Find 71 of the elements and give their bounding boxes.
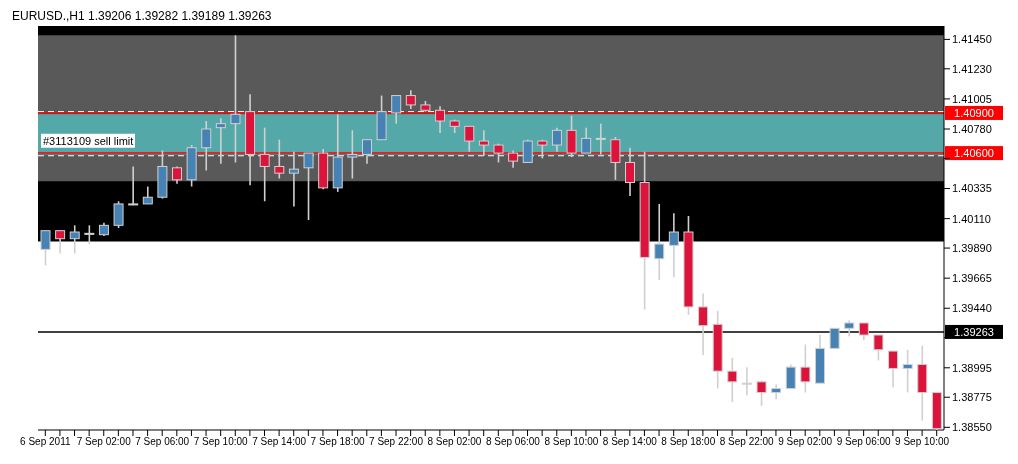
x-tick-label: 7 Sep 14:00 bbox=[252, 436, 307, 448]
candlestick bbox=[654, 203, 665, 281]
candlestick bbox=[347, 129, 358, 180]
candlestick bbox=[478, 129, 489, 157]
x-tick-label: 8 Sep 14:00 bbox=[602, 436, 658, 448]
candlestick bbox=[69, 224, 80, 255]
y-tick-label: 1.39890 bbox=[952, 241, 992, 254]
candlestick bbox=[829, 327, 840, 349]
candlestick bbox=[40, 229, 51, 267]
x-tick-label: 8 Sep 02:00 bbox=[427, 436, 482, 448]
candlestick bbox=[902, 348, 913, 394]
candlestick bbox=[610, 136, 621, 181]
x-tick-label: 7 Sep 06:00 bbox=[135, 436, 190, 448]
y-tick-label: 1.39440 bbox=[952, 302, 992, 315]
candlestick bbox=[55, 229, 66, 255]
y-tick-label: 1.39665 bbox=[952, 272, 992, 285]
candlestick bbox=[405, 89, 416, 110]
candlestick bbox=[435, 105, 446, 134]
candlestick bbox=[288, 150, 299, 208]
candlestick bbox=[785, 363, 796, 390]
chart-title: EURUSD.,H1 1.39206 1.39282 1.39189 1.39263 bbox=[11, 8, 273, 24]
y-tick-label: 1.38550 bbox=[952, 421, 992, 434]
x-tick-label: 9 Sep 10:00 bbox=[895, 436, 950, 448]
x-tick-label: 6 Sep 2011 bbox=[20, 436, 71, 448]
x-tick-label: 7 Sep 18:00 bbox=[310, 436, 365, 448]
candlestick bbox=[566, 114, 577, 158]
candlestick bbox=[215, 117, 226, 165]
candlestick bbox=[551, 126, 562, 153]
candlestick bbox=[128, 165, 139, 207]
candlestick bbox=[581, 126, 592, 154]
candlestick bbox=[201, 120, 212, 172]
candlestick bbox=[230, 34, 241, 164]
candlestick bbox=[873, 334, 884, 362]
y-tick-label: 1.41450 bbox=[952, 33, 992, 46]
candlestick bbox=[274, 138, 285, 180]
candlestick bbox=[698, 292, 709, 356]
x-tick-label: 8 Sep 22:00 bbox=[719, 436, 775, 448]
candlestick bbox=[756, 379, 767, 407]
ref-line-label: 1.40900 bbox=[954, 106, 994, 119]
y-tick-label: 1.41230 bbox=[952, 62, 992, 75]
x-tick-label: 9 Sep 06:00 bbox=[836, 436, 892, 448]
ref-line-label: #3113109 sell limit bbox=[43, 134, 134, 147]
candlestick bbox=[800, 343, 811, 394]
y-tick-label: 1.41005 bbox=[952, 92, 992, 105]
x-tick-label: 7 Sep 10:00 bbox=[193, 436, 249, 448]
x-tick-label: 8 Sep 18:00 bbox=[661, 436, 716, 448]
y-tick-label: 1.38995 bbox=[952, 361, 992, 374]
candlestick bbox=[259, 126, 270, 203]
x-tick-label: 9 Sep 02:00 bbox=[778, 436, 833, 448]
candlestick bbox=[391, 94, 402, 125]
candlestick bbox=[113, 200, 124, 229]
x-tick-label: 8 Sep 06:00 bbox=[485, 436, 541, 448]
candlestick bbox=[595, 122, 606, 156]
y-tick-label: 1.38775 bbox=[952, 391, 992, 404]
candlestick bbox=[625, 146, 636, 197]
ref-line-label: 1.40600 bbox=[954, 147, 994, 160]
candlestick bbox=[888, 350, 899, 388]
y-tick-label: 1.40110 bbox=[952, 212, 991, 225]
x-tick-label: 7 Sep 02:00 bbox=[76, 436, 132, 448]
x-tick-label: 8 Sep 10:00 bbox=[544, 436, 599, 448]
y-tick-label: 1.40335 bbox=[952, 182, 992, 195]
candlestick bbox=[464, 125, 475, 153]
candlestick bbox=[303, 152, 314, 221]
candlestick bbox=[361, 138, 372, 165]
candlestick bbox=[668, 212, 679, 279]
candlestick bbox=[727, 356, 738, 403]
ref-line-label: 1.39263 bbox=[954, 325, 994, 338]
y-tick-label: 1.40780 bbox=[952, 122, 992, 135]
candlestick bbox=[84, 224, 95, 245]
x-tick-label: 7 Sep 22:00 bbox=[369, 436, 424, 448]
candlestick bbox=[741, 366, 752, 397]
